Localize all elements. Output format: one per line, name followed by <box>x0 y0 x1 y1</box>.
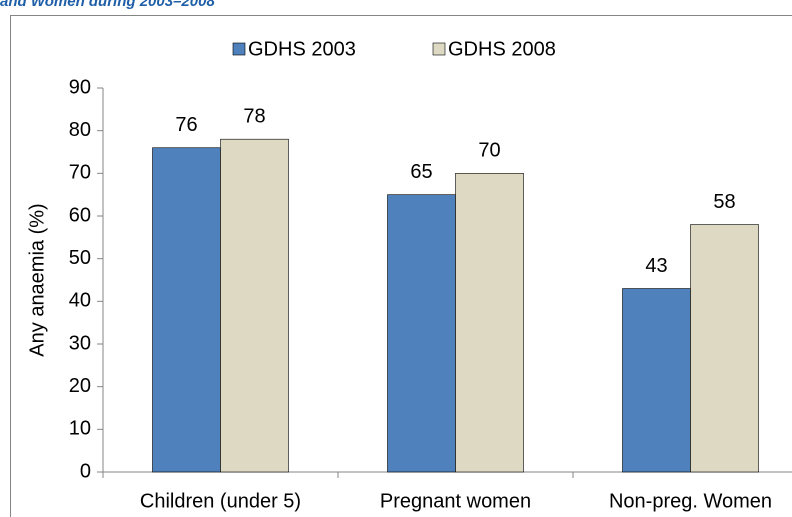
data-label: 70 <box>478 140 500 162</box>
data-label: 43 <box>645 255 667 277</box>
x-tick-label: Pregnant women <box>380 490 531 512</box>
x-tick-label: Non-preg. Women <box>609 490 772 512</box>
legend-swatch <box>432 42 446 56</box>
y-tick-label: 20 <box>69 375 91 397</box>
data-label: 58 <box>713 191 735 213</box>
bar <box>690 224 759 473</box>
bar <box>152 147 221 473</box>
y-tick-label: 50 <box>69 247 91 269</box>
bar <box>220 138 289 473</box>
bar <box>387 194 456 473</box>
data-label: 76 <box>175 114 197 136</box>
chart-title: and Women during 2003–2008 <box>0 0 215 10</box>
legend-label: GDHS 2008 <box>448 38 556 60</box>
y-axis-label: Any anaemia (%) <box>26 203 48 356</box>
y-tick-label: 70 <box>69 162 91 184</box>
data-label: 65 <box>410 161 432 183</box>
y-tick-label: 0 <box>80 460 91 482</box>
bar <box>622 288 691 473</box>
y-tick-label: 80 <box>69 119 91 141</box>
data-label: 78 <box>243 105 265 127</box>
bar <box>455 173 524 473</box>
y-tick-label: 60 <box>69 204 91 226</box>
y-tick-label: 90 <box>69 76 91 98</box>
y-tick-label: 40 <box>69 290 91 312</box>
x-tick-label: Children (under 5) <box>140 490 301 512</box>
y-tick-label: 30 <box>69 332 91 354</box>
y-tick-label: 10 <box>69 418 91 440</box>
legend-label: GDHS 2003 <box>248 38 356 60</box>
legend-swatch <box>232 42 246 56</box>
